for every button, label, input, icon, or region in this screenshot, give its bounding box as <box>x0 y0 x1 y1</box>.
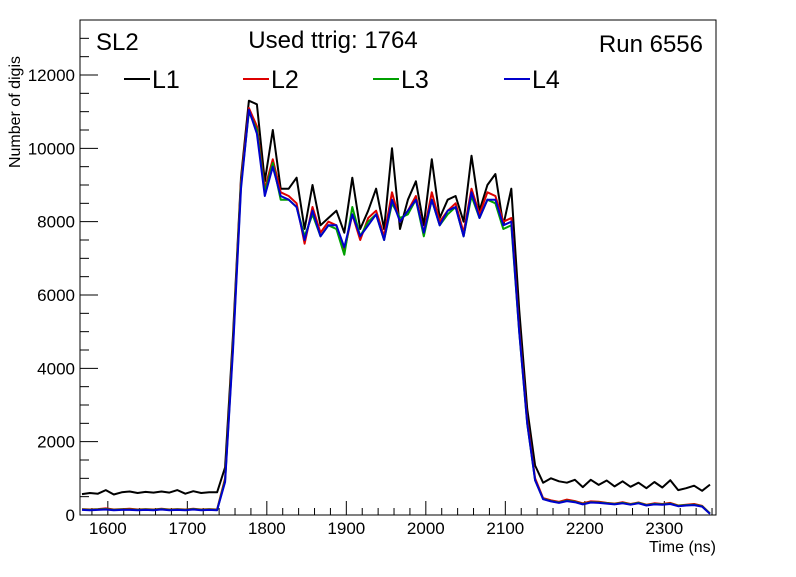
series-line-l1 <box>81 99 711 496</box>
legend: L1 L2 L3 L4 <box>124 66 560 94</box>
axes: 1600 1700 1800 1900 2000 2100 2200 2300 0 2000 400… <box>28 19 713 538</box>
x-tick-label: 2100 <box>486 519 524 538</box>
x-tick-label: 1700 <box>168 519 206 538</box>
x-tick-label: 1900 <box>327 519 365 538</box>
legend-label-l4: L4 <box>532 66 560 94</box>
y-tick-label: 2000 <box>37 433 75 452</box>
x-axis-title: Time (ns) <box>649 539 716 556</box>
x-tick-label: 1800 <box>248 519 286 538</box>
x-tick-label: 2300 <box>645 519 683 538</box>
y-axis-title: Number of digis <box>7 56 24 168</box>
subtitle-left: SL2 <box>96 29 139 56</box>
x-tick-label: 2000 <box>407 519 445 538</box>
y-tick-label: 0 <box>66 506 75 525</box>
subtitle-right: Run 6556 <box>599 31 703 58</box>
x-tick-label: 2200 <box>566 519 604 538</box>
y-tick-label: 4000 <box>37 359 75 378</box>
legend-label-l3: L3 <box>401 66 429 94</box>
x-tick-label: 1600 <box>89 519 127 538</box>
y-tick-label: 10000 <box>28 139 75 158</box>
legend-label-l2: L2 <box>271 66 299 94</box>
series-line-l4 <box>81 108 711 515</box>
series-lines <box>81 99 711 515</box>
y-tick-label: 8000 <box>37 213 75 232</box>
legend-label-l1: L1 <box>152 66 180 94</box>
plot-frame <box>79 19 717 516</box>
y-tick-label: 12000 <box>28 66 75 85</box>
chart-title: Used ttrig: 1764 <box>248 27 417 54</box>
y-tick-label: 6000 <box>37 286 75 305</box>
